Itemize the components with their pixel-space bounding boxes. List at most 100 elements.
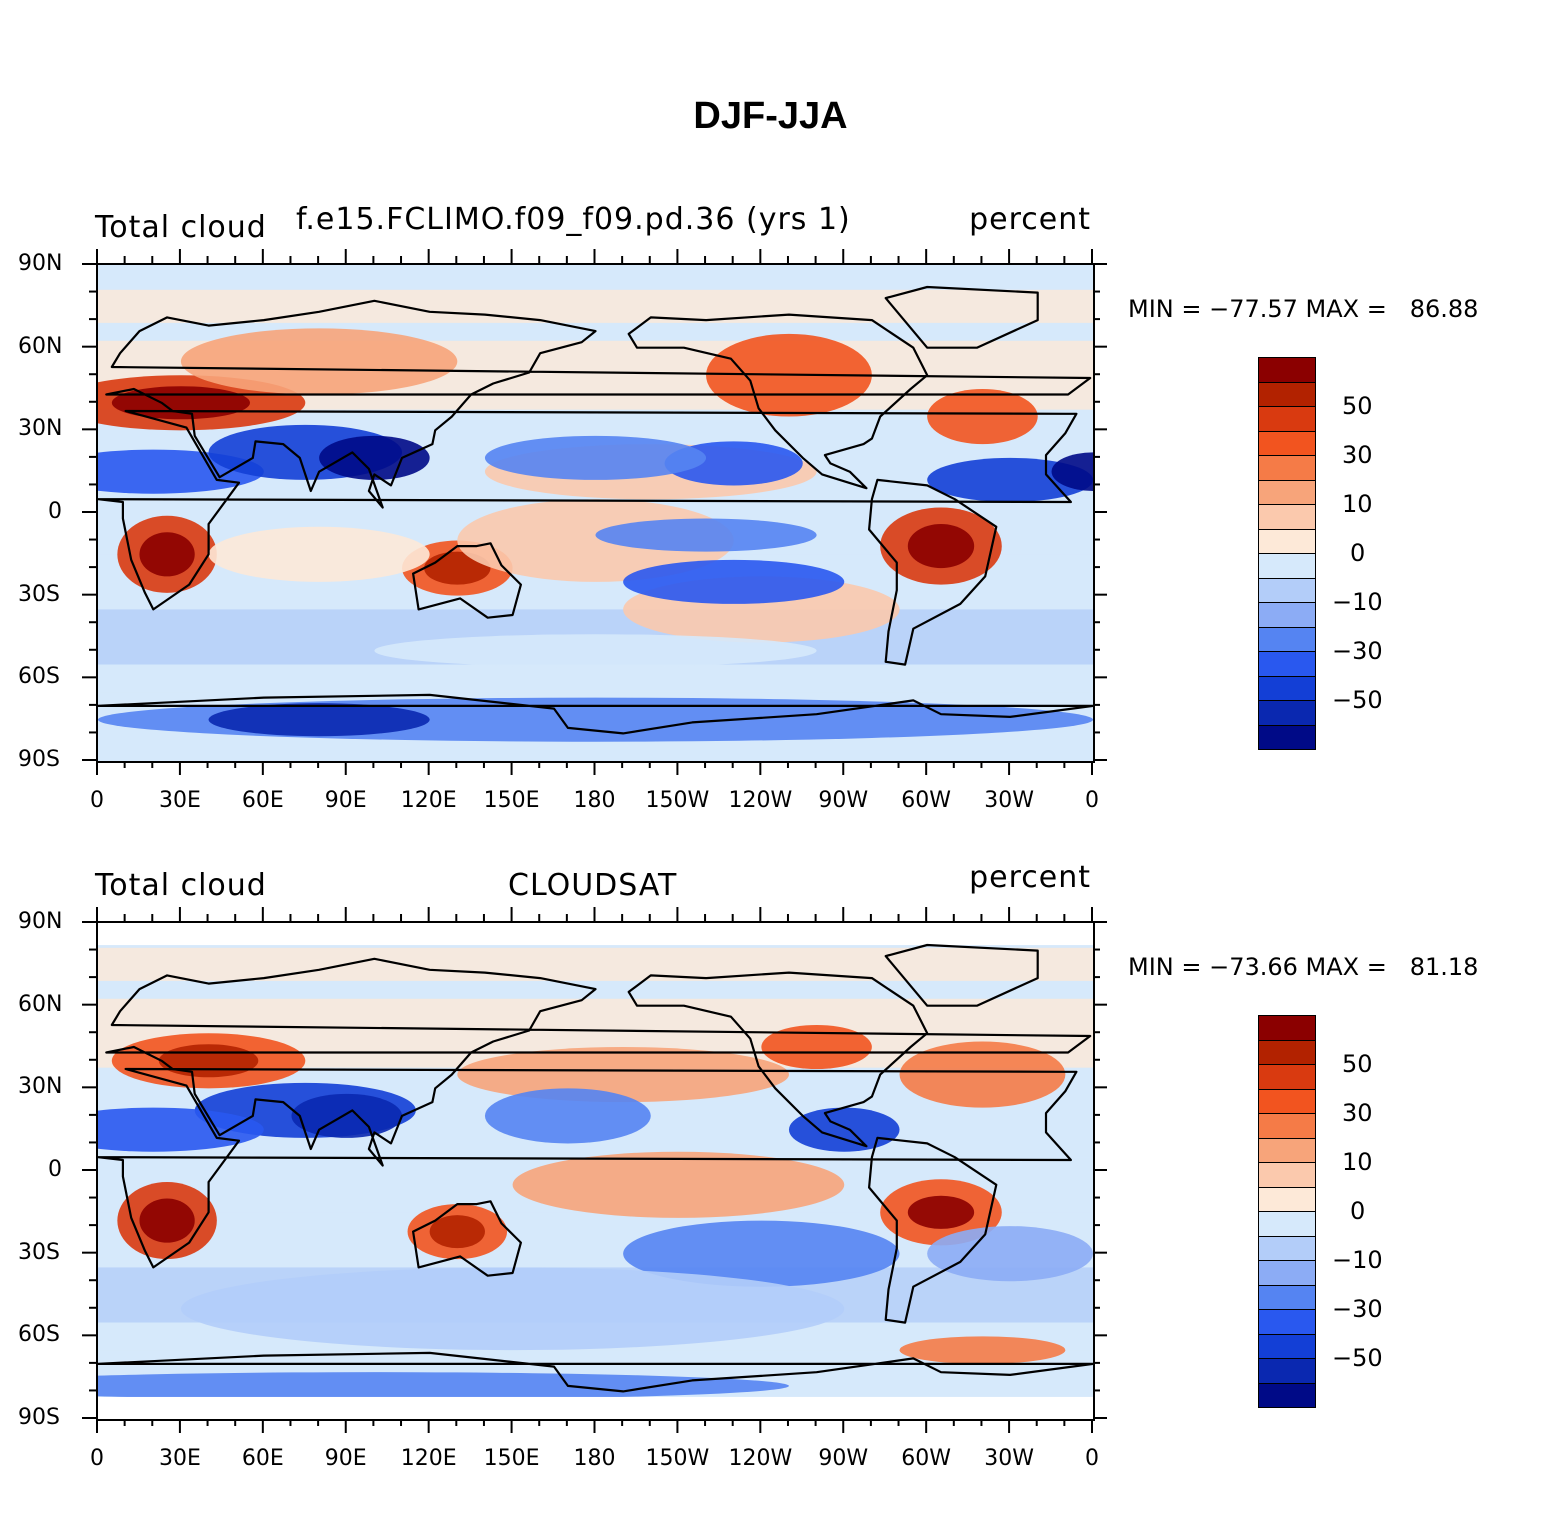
colorbar-tick-label: 0 (1350, 1197, 1366, 1225)
colorbar-tick-label: −10 (1332, 1246, 1383, 1274)
field-anomaly (139, 532, 195, 577)
coastline (98, 1067, 1078, 1269)
latitude-tick-label: 60S (18, 1322, 60, 1348)
longitude-tick-label: 90W (818, 1446, 869, 1471)
colorbar-swatch (1258, 578, 1316, 603)
field-anomaly (927, 457, 1093, 502)
colorbar-swatch (1258, 1163, 1316, 1188)
latitude-tick-label: 30N (18, 1074, 63, 1100)
field-anomaly (623, 1220, 900, 1287)
cloud-field-obs (98, 923, 1093, 1419)
field-anomaly (927, 1226, 1093, 1282)
coastline (884, 285, 1039, 349)
longitude-tick-label: 0 (1085, 788, 1099, 813)
longitude-tick-label: 30E (158, 1446, 201, 1471)
colorbar-swatch (1258, 1015, 1316, 1041)
colorbar-tick-label: 50 (1342, 392, 1373, 420)
colorbar-swatch (1258, 529, 1316, 554)
colorbar-tick-label: −30 (1332, 637, 1383, 665)
panel-obs: Total cloud CLOUDSAT percent MIN = −73.6… (0, 848, 1541, 1508)
latitude-tick-label: 90N (18, 251, 63, 276)
colorbar-tick-label: 50 (1342, 1050, 1373, 1078)
colorbar-swatch (1258, 1187, 1316, 1212)
longitude-tick-label: 90W (818, 788, 869, 813)
variable-label: Total cloud (95, 868, 267, 903)
field-band (98, 664, 1093, 693)
colorbar-swatch (1258, 382, 1316, 407)
field-anomaly (899, 1041, 1066, 1108)
coastline (98, 1351, 1093, 1393)
field-anomaly (208, 526, 430, 582)
colorbar-tick-label: −50 (1332, 686, 1383, 714)
coastline (627, 313, 929, 490)
colorbar-swatch (1258, 1285, 1316, 1310)
longitude-tick-label: 60W (901, 1446, 952, 1471)
colorbar-tick-label: 0 (1350, 539, 1366, 567)
longitude-tick-label: 150E (483, 1446, 540, 1471)
colorbar-swatch (1258, 701, 1316, 726)
colorbar-swatch (1258, 1065, 1316, 1090)
field-anomaly (457, 1047, 789, 1103)
colorbar (1258, 357, 1316, 750)
figure-title: DJF-JJA (693, 95, 848, 137)
longitude-tick-label: 120W (728, 1446, 793, 1471)
field-anomaly (788, 1107, 900, 1152)
latitude-tick-label: 0 (48, 1157, 62, 1182)
panel-model: Total cloud f.e15.FCLIMO.f09_f09.pd.36 (… (0, 190, 1541, 850)
coastline (884, 943, 1039, 1007)
coastline (105, 957, 1092, 1167)
min-max-stats: MIN = −77.57 MAX = 86.88 (1128, 295, 1479, 323)
colorbar-swatch (1258, 1334, 1316, 1359)
coastline (627, 971, 929, 1148)
colorbar-swatch (1258, 1236, 1316, 1261)
colorbar-tick-label: 10 (1342, 1148, 1373, 1176)
coastline (98, 409, 1078, 611)
field-anomaly (512, 1151, 845, 1218)
field-anomaly (208, 703, 430, 737)
longitude-tick-label: 30E (158, 788, 201, 813)
field-anomaly (98, 1372, 789, 1400)
colorbar-swatch (1258, 456, 1316, 481)
latitude-tick-label: 60N (18, 991, 63, 1017)
variable-label: Total cloud (95, 210, 267, 245)
colorbar-swatch (1258, 725, 1316, 750)
colorbar-tick-label: −10 (1332, 588, 1383, 616)
colorbar-tick-label: 30 (1342, 441, 1373, 469)
field-anomaly (291, 1093, 403, 1138)
longitude-tick-label: 90E (324, 788, 367, 813)
case-label: CLOUDSAT (508, 868, 678, 903)
no-data-region (98, 1396, 1093, 1419)
colorbar-swatch (1258, 603, 1316, 628)
longitude-tick-label: 60E (241, 788, 284, 813)
longitude-tick-label: 90E (324, 1446, 367, 1471)
field-anomaly (180, 328, 458, 395)
longitude-tick-label: 30W (984, 788, 1034, 813)
field-anomaly (899, 1336, 1066, 1364)
coastline (867, 478, 998, 666)
map-plot-obs (96, 921, 1095, 1421)
coastline (867, 1136, 998, 1324)
colorbar-swatch (1258, 1261, 1316, 1286)
field-anomaly (623, 559, 845, 604)
colorbar-tick-label: −50 (1332, 1344, 1383, 1372)
colorbar-swatch (1258, 554, 1316, 579)
coastline (105, 299, 1092, 509)
field-anomaly (429, 1215, 485, 1249)
field-anomaly (319, 435, 430, 480)
colorbar-swatch (1258, 480, 1316, 505)
colorbar-swatch (1258, 1114, 1316, 1139)
colorbar-swatch (1258, 1089, 1316, 1114)
latitude-tick-label: 90S (18, 747, 60, 772)
colorbar-swatch (1258, 1359, 1316, 1384)
colorbar-tick-label: 10 (1342, 490, 1373, 518)
colorbar-swatch (1258, 652, 1316, 677)
latitude-tick-label: 60N (18, 333, 63, 359)
longitude-tick-label: 180 (573, 788, 616, 813)
latitude-tick-label: 30S (18, 1239, 60, 1265)
colorbar-swatch (1258, 1040, 1316, 1065)
field-anomaly (484, 1088, 651, 1144)
no-data-region (98, 923, 1093, 946)
longitude-tick-label: 0 (1085, 1446, 1099, 1471)
field-anomaly (595, 518, 817, 552)
colorbar-swatch (1258, 407, 1316, 432)
